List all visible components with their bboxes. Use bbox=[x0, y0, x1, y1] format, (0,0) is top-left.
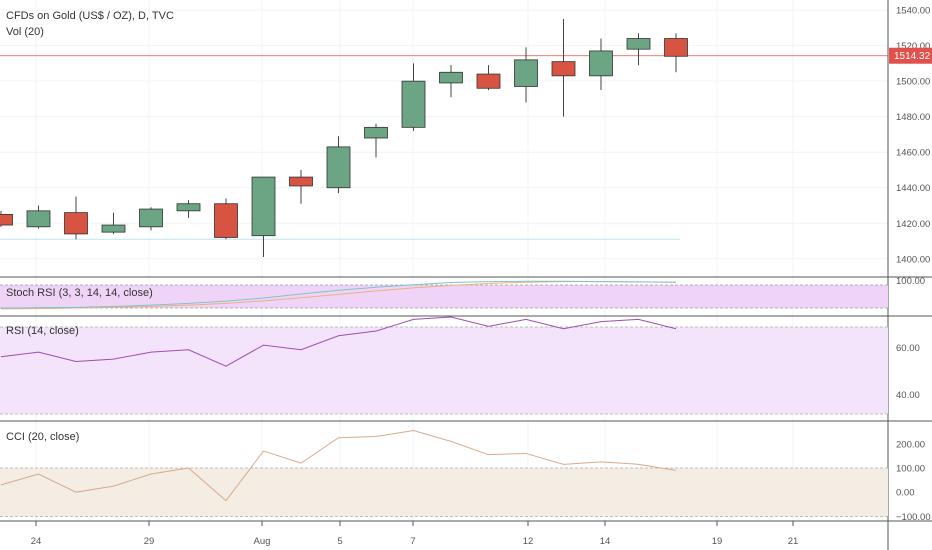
cci-tick-label: 100.00 bbox=[896, 463, 925, 474]
x-tick-label: 14 bbox=[600, 536, 611, 547]
x-tick-label: 19 bbox=[712, 536, 723, 547]
chart-title: CFDs on Gold (US$ / OZ), D, TVC bbox=[6, 10, 174, 22]
x-tick-label: 5 bbox=[337, 536, 342, 547]
rsi-tick-label: 60.00 bbox=[896, 343, 920, 354]
candle-body bbox=[289, 176, 313, 187]
rsi-tick-label: 40.00 bbox=[896, 390, 920, 401]
x-tick-label: 24 bbox=[31, 536, 42, 547]
candle-body bbox=[326, 146, 351, 189]
last-price-label: 1514.32 bbox=[894, 51, 931, 62]
stoch-rsi-label: Stoch RSI (3, 3, 14, 14, close) bbox=[6, 287, 153, 299]
cci-tick-label: 0.00 bbox=[896, 488, 915, 499]
candle-body bbox=[401, 80, 426, 128]
x-tick-label: 29 bbox=[144, 536, 155, 547]
price-tick-label: 1460.00 bbox=[896, 148, 930, 159]
price-tick-label: 1400.00 bbox=[896, 254, 930, 265]
cci-line bbox=[0, 429, 677, 502]
candle-body bbox=[551, 61, 576, 77]
candle-body bbox=[26, 210, 51, 228]
price-tick-label: 1540.00 bbox=[896, 6, 930, 17]
stoch-tick-label: 100.00 bbox=[896, 276, 925, 287]
x-tick-label: 7 bbox=[410, 536, 415, 547]
candle-body bbox=[64, 212, 88, 235]
cci-tick-label: 200.00 bbox=[896, 439, 925, 450]
main-legend: CFDs on Gold (US$ / OZ), D, TVC Vol (20) bbox=[6, 8, 174, 40]
candle-body bbox=[251, 176, 276, 237]
price-tick-label: 1500.00 bbox=[896, 77, 930, 88]
candle-body bbox=[139, 208, 163, 228]
cci-tick-label: −100.00 bbox=[896, 512, 931, 523]
price-tick-label: 1420.00 bbox=[896, 219, 930, 230]
candle-body bbox=[664, 38, 688, 57]
cci-band bbox=[0, 467, 888, 517]
price-tick-label: 1480.00 bbox=[896, 112, 930, 123]
stoch-band bbox=[0, 285, 888, 308]
candle-body bbox=[0, 213, 13, 226]
volume-label: Vol (20) bbox=[6, 26, 44, 38]
rsi-line bbox=[0, 316, 677, 367]
candle-body bbox=[214, 203, 238, 238]
candle-body bbox=[176, 203, 201, 212]
cci-label: CCI (20, close) bbox=[6, 431, 80, 443]
last-price-box bbox=[889, 47, 932, 64]
candle-body bbox=[439, 71, 463, 84]
rsi-band bbox=[0, 327, 888, 414]
stoch-k-line bbox=[0, 280, 677, 309]
candle-body bbox=[101, 224, 126, 233]
candle-body bbox=[476, 73, 501, 89]
candle-body bbox=[364, 126, 388, 139]
price-tick-label: 1520.00 bbox=[896, 41, 930, 52]
x-tick-label: Aug bbox=[254, 536, 271, 547]
price-tick-label: 1440.00 bbox=[896, 183, 930, 194]
candle-body bbox=[589, 50, 613, 77]
x-tick-label: 12 bbox=[523, 536, 534, 547]
candle-body bbox=[626, 38, 651, 50]
candle-body bbox=[514, 59, 538, 87]
x-tick-label: 21 bbox=[788, 536, 799, 547]
rsi-label: RSI (14, close) bbox=[6, 325, 79, 337]
